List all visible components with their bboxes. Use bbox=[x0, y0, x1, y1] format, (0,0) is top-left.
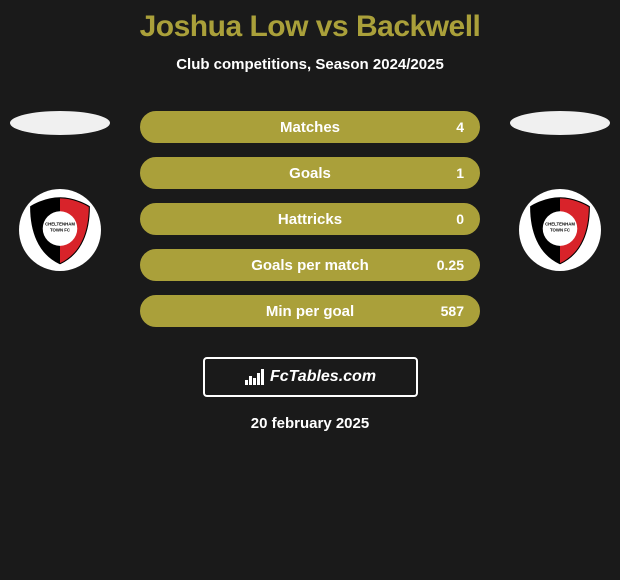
stat-value-right: 1 bbox=[456, 165, 464, 181]
stats-list: Matches 4 Goals 1 Hattricks 0 Goals per … bbox=[140, 111, 480, 327]
stat-label: Min per goal bbox=[142, 303, 478, 320]
left-player-column: CHELTENHAM TOWN FC bbox=[10, 111, 110, 271]
svg-text:CHELTENHAM: CHELTENHAM bbox=[45, 222, 75, 227]
comparison-area: CHELTENHAM TOWN FC CHELTENHAM TOWN FC Ma… bbox=[0, 111, 620, 432]
club-logo-right: CHELTENHAM TOWN FC bbox=[519, 189, 601, 271]
brand-text: FcTables.com bbox=[270, 368, 376, 386]
right-player-column: CHELTENHAM TOWN FC bbox=[510, 111, 610, 271]
stat-label: Goals bbox=[142, 165, 478, 182]
generated-date: 20 february 2025 bbox=[0, 415, 620, 432]
bar-chart-icon bbox=[244, 368, 266, 386]
stat-row: Min per goal 587 bbox=[140, 295, 480, 327]
stat-row: Hattricks 0 bbox=[140, 203, 480, 235]
stat-value-right: 4 bbox=[456, 119, 464, 135]
club-logo-left: CHELTENHAM TOWN FC bbox=[19, 189, 101, 271]
cheltenham-badge-icon: CHELTENHAM TOWN FC bbox=[24, 194, 96, 266]
svg-text:TOWN FC: TOWN FC bbox=[550, 227, 570, 232]
stat-row: Goals 1 bbox=[140, 157, 480, 189]
stat-label: Matches bbox=[142, 119, 478, 136]
svg-text:TOWN FC: TOWN FC bbox=[50, 227, 70, 232]
stat-label: Goals per match bbox=[142, 257, 478, 274]
cheltenham-badge-icon: CHELTENHAM TOWN FC bbox=[524, 194, 596, 266]
stat-row: Matches 4 bbox=[140, 111, 480, 143]
page-title: Joshua Low vs Backwell bbox=[0, 0, 620, 44]
subtitle: Club competitions, Season 2024/2025 bbox=[0, 56, 620, 73]
player-photo-right bbox=[510, 111, 610, 135]
svg-text:CHELTENHAM: CHELTENHAM bbox=[545, 222, 575, 227]
stat-value-right: 0.25 bbox=[437, 257, 464, 273]
stat-row: Goals per match 0.25 bbox=[140, 249, 480, 281]
stat-label: Hattricks bbox=[142, 211, 478, 228]
player-photo-left bbox=[10, 111, 110, 135]
stat-value-right: 0 bbox=[456, 211, 464, 227]
stat-value-right: 587 bbox=[441, 303, 464, 319]
brand-watermark: FcTables.com bbox=[203, 357, 418, 397]
